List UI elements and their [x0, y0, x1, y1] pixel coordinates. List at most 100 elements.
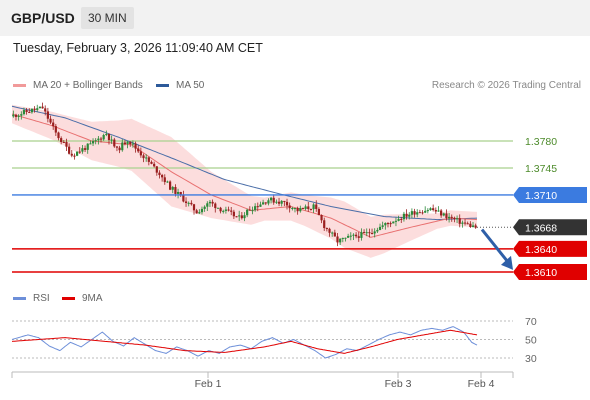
candle-body	[81, 148, 84, 152]
candle-body	[22, 110, 26, 115]
candle-body	[389, 223, 392, 225]
ma9-swatch	[62, 297, 75, 300]
candle-body	[147, 157, 150, 162]
candle-body	[384, 223, 387, 226]
ma50-label: MA 50	[176, 80, 205, 91]
candle-body	[397, 218, 400, 221]
candle-body	[60, 138, 63, 142]
forecast-arrow-shaft	[480, 228, 509, 262]
research-credit: Research © 2026 Trading Central	[431, 80, 581, 91]
candle-body	[344, 237, 347, 239]
candle-body	[277, 201, 281, 204]
ma20-label: MA 20 + Bollinger Bands	[33, 80, 143, 91]
candle-body	[105, 133, 108, 135]
price-label-1.3668: 1.3668	[525, 222, 557, 234]
x-tick-label: Feb 4	[468, 378, 495, 390]
candle-body	[402, 213, 406, 220]
candle-body	[373, 231, 376, 234]
candle-body	[450, 216, 453, 218]
candle-body	[169, 181, 172, 190]
candle-body	[17, 115, 20, 117]
candle-body	[360, 232, 363, 238]
legend-ma50: MA 50	[156, 80, 204, 91]
rsi-ma-line	[11, 329, 478, 354]
candle-body	[336, 236, 339, 243]
candle-body	[129, 141, 132, 145]
candle-body	[445, 213, 448, 219]
candle-body	[153, 163, 156, 167]
ma50-line	[11, 105, 478, 221]
candle-body	[378, 226, 382, 230]
candle-body	[251, 210, 254, 212]
candle-body	[139, 151, 142, 156]
candle-body	[458, 218, 461, 224]
candle-body	[269, 197, 273, 201]
candle-body	[216, 207, 220, 209]
candle-body	[455, 218, 459, 220]
candle-body	[232, 211, 235, 217]
candle-body	[448, 216, 451, 219]
price-label-1.3780: 1.3780	[525, 136, 557, 148]
candle-body	[370, 232, 374, 234]
candle-body	[466, 223, 469, 225]
candle-body	[97, 138, 100, 141]
candle-body	[437, 210, 440, 212]
candle-body	[461, 222, 464, 224]
candle-body	[36, 108, 39, 110]
candle-body	[381, 225, 384, 227]
candle-body	[134, 143, 137, 149]
candle-body	[113, 139, 116, 147]
candle-body	[272, 197, 275, 203]
timeframe-button[interactable]: 30 MIN	[81, 7, 134, 29]
candle-body	[280, 200, 283, 204]
candle-body	[190, 202, 193, 205]
candle-body	[57, 132, 60, 139]
rsi-tick-label: 70	[525, 316, 537, 328]
candle-body	[222, 210, 225, 212]
candle-body	[70, 153, 73, 156]
candle-body	[78, 151, 81, 153]
candle-body	[174, 187, 177, 194]
candle-body	[91, 141, 95, 144]
candle-body	[424, 210, 427, 213]
candle-body	[46, 111, 49, 119]
candle-body	[341, 237, 344, 239]
candle-body	[38, 106, 41, 109]
candle-body	[469, 223, 472, 227]
candle-body	[410, 211, 413, 215]
candle-body	[68, 146, 71, 154]
candle-body	[76, 151, 79, 156]
candle-body	[254, 206, 257, 211]
candle-body	[408, 214, 411, 217]
candle-body	[211, 201, 214, 204]
candle-body	[312, 204, 315, 210]
candle-body	[44, 108, 47, 112]
candle-body	[102, 134, 105, 140]
candle-body	[150, 161, 153, 164]
candle-body	[368, 232, 371, 234]
candle-body	[126, 141, 129, 145]
candle-body	[267, 200, 270, 204]
candle-body	[405, 213, 408, 217]
candle-body	[176, 191, 180, 194]
candle-body	[434, 210, 437, 212]
candle-body	[471, 225, 475, 227]
price-tag-1.3668	[513, 219, 587, 236]
candle-body	[400, 218, 403, 220]
candle-body	[94, 140, 97, 142]
candle-body	[307, 206, 310, 210]
candle-body	[328, 228, 331, 233]
candle-body	[323, 220, 326, 229]
bollinger-band	[12, 104, 477, 258]
ma20-swatch	[13, 84, 26, 87]
candle-body	[86, 143, 89, 150]
candle-body	[429, 208, 432, 211]
price-label-1.3745: 1.3745	[525, 163, 557, 175]
candle-body	[259, 204, 262, 207]
ma20-line	[11, 113, 478, 238]
candle-body	[357, 236, 360, 238]
candle-body	[376, 229, 379, 232]
candle-body	[123, 142, 127, 145]
candle-body	[416, 212, 419, 215]
